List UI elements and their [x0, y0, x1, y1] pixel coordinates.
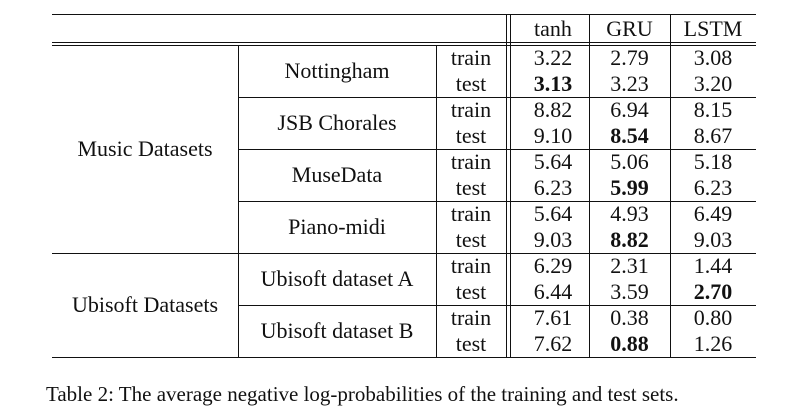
dataset-rule — [238, 149, 756, 150]
value-cell: 9.03 — [533, 227, 573, 252]
value-cell: 3.08 — [693, 45, 733, 70]
split-label: train — [450, 97, 492, 122]
value-cell: 3.22 — [533, 45, 573, 70]
split-label: test — [455, 331, 487, 356]
value-cell: 3.59 — [610, 279, 649, 304]
value-cell: 9.03 — [693, 227, 733, 252]
header-rule — [52, 42, 756, 43]
value-cell: 5.64 — [533, 149, 573, 174]
value-separator-left — [506, 14, 507, 357]
value-cell: 6.29 — [533, 253, 573, 278]
value-cell: 6.23 — [533, 175, 573, 200]
value-cell: 6.49 — [693, 201, 733, 226]
value-cell: 9.10 — [533, 123, 573, 148]
value-cell: 6.44 — [533, 279, 573, 304]
split-label: test — [455, 227, 487, 252]
value-cell: 0.88 — [610, 331, 649, 356]
split-label: train — [450, 45, 492, 70]
split-label: test — [455, 279, 487, 304]
dataset-label: JSB Chorales — [277, 110, 397, 135]
dataset-rule — [238, 305, 756, 306]
value-cell: 3.23 — [610, 71, 649, 96]
value-cell: 1.26 — [693, 331, 733, 356]
value-separator-right — [510, 14, 511, 357]
split-label: test — [455, 123, 487, 148]
value-cell: 7.62 — [533, 331, 573, 356]
value-cell: 0.80 — [693, 305, 733, 330]
value-cell: 7.61 — [533, 305, 573, 330]
dataset-label: MuseData — [291, 162, 383, 187]
dataset-label: Piano-midi — [288, 214, 386, 239]
value-cell: 6.23 — [693, 175, 733, 200]
value-cell: 2.70 — [693, 279, 733, 304]
value-cell: 8.15 — [693, 97, 733, 122]
value-cell: 8.54 — [610, 123, 649, 148]
split-label: train — [450, 253, 492, 278]
value-cell: 8.82 — [610, 227, 649, 252]
value-cell: 8.82 — [533, 97, 573, 122]
dataset-rule — [238, 97, 756, 98]
top-rule — [52, 14, 756, 15]
value-cell: 2.79 — [610, 45, 649, 70]
value-cell: 1.44 — [693, 253, 733, 278]
column-header: GRU — [606, 16, 653, 41]
column-separator — [589, 14, 590, 357]
value-cell: 6.94 — [610, 97, 649, 122]
group-label: Ubisoft Datasets — [71, 292, 219, 317]
column-header: LSTM — [683, 16, 743, 41]
split-label: train — [450, 149, 492, 174]
table-caption: Table 2: The average negative log-probab… — [46, 382, 679, 406]
value-cell: 3.20 — [693, 71, 733, 96]
value-cell: 3.13 — [533, 71, 573, 96]
column-separator — [670, 14, 671, 357]
group-rule — [52, 253, 756, 254]
value-cell: 5.99 — [610, 175, 649, 200]
split-label: test — [455, 71, 487, 96]
value-cell: 8.67 — [693, 123, 733, 148]
column-header: tanh — [534, 16, 572, 41]
header-rule-2 — [52, 45, 756, 46]
group-label: Music Datasets — [77, 136, 213, 161]
value-cell: 5.64 — [533, 201, 573, 226]
value-cell: 2.31 — [610, 253, 649, 278]
value-cell: 5.06 — [610, 149, 649, 174]
split-label: test — [455, 175, 487, 200]
bottom-rule — [52, 357, 756, 358]
split-label: train — [450, 201, 492, 226]
dataset-label: Ubisoft dataset A — [260, 266, 414, 291]
value-cell: 0.38 — [610, 305, 649, 330]
value-cell: 4.93 — [610, 201, 649, 226]
dataset-rule — [238, 201, 756, 202]
split-label: train — [450, 305, 492, 330]
value-cell: 5.18 — [693, 149, 733, 174]
dataset-label: Nottingham — [284, 58, 390, 83]
dataset-label: Ubisoft dataset B — [260, 318, 414, 343]
